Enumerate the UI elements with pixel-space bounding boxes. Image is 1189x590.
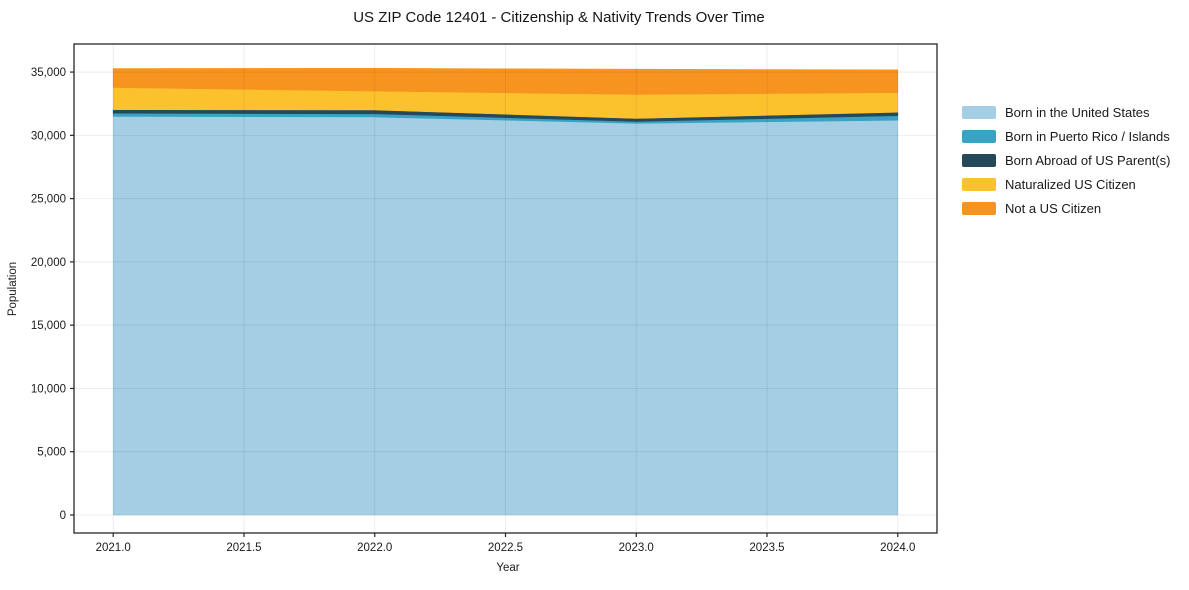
legend-label: Naturalized US Citizen xyxy=(1005,176,1136,192)
area-series-4 xyxy=(112,67,899,95)
legend-label: Born Abroad of US Parent(s) xyxy=(1005,152,1171,168)
x-tick-label: 2024.0 xyxy=(880,542,915,554)
y-tick-label: 15,000 xyxy=(31,320,66,332)
legend: Born in the United States Born in Puerto … xyxy=(962,100,1170,220)
area-series-group xyxy=(112,67,899,516)
legend-swatch xyxy=(962,201,996,215)
y-tick-label: 30,000 xyxy=(31,130,66,142)
y-axis-label: Population xyxy=(7,262,19,316)
legend-swatch xyxy=(962,177,996,191)
axis-ticks xyxy=(70,71,899,537)
x-tick-label: 2021.0 xyxy=(96,542,131,554)
legend-swatch xyxy=(962,129,996,143)
x-axis-label: Year xyxy=(496,562,520,574)
y-tick-label: 20,000 xyxy=(31,257,66,269)
x-tick-label: 2021.5 xyxy=(226,542,261,554)
y-tick-label: 5,000 xyxy=(37,447,66,459)
axis-tick-labels: 0 5,000 10,000 15,000 20,000 25,000 30,000 35,0… xyxy=(31,67,916,554)
x-tick-label: 2023.5 xyxy=(749,542,784,554)
legend-item-4: Not a US Citizen xyxy=(962,196,1170,220)
gridlines xyxy=(74,44,937,533)
legend-swatch xyxy=(962,153,996,167)
y-tick-label: 10,000 xyxy=(31,383,66,395)
legend-label: Not a US Citizen xyxy=(1005,200,1102,216)
legend-item-2: Born Abroad of US Parent(s) xyxy=(962,148,1170,172)
x-tick-label: 2022.5 xyxy=(488,542,523,554)
x-tick-label: 2022.0 xyxy=(357,542,392,554)
chart-title: US ZIP Code 12401 - Citizenship & Nativi… xyxy=(353,9,765,26)
legend-swatch xyxy=(962,105,996,119)
y-tick-label: 35,000 xyxy=(31,67,66,79)
legend-item-3: Naturalized US Citizen xyxy=(962,172,1170,196)
legend-item-1: Born in Puerto Rico / Islands xyxy=(962,124,1170,148)
legend-label: Born in Puerto Rico / Islands xyxy=(1005,128,1170,144)
plot-frame xyxy=(73,43,938,534)
y-tick-label: 25,000 xyxy=(31,194,66,206)
legend-label: Born in the United States xyxy=(1005,104,1150,120)
y-tick-label: 0 xyxy=(60,510,66,522)
x-tick-label: 2023.0 xyxy=(619,542,654,554)
legend-item-0: Born in the United States xyxy=(962,100,1170,124)
